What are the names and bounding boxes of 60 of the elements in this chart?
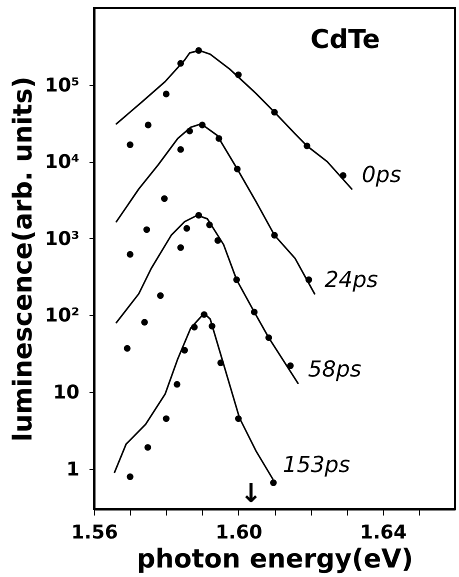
point xyxy=(305,276,312,284)
point xyxy=(124,345,131,352)
point xyxy=(340,172,346,179)
point xyxy=(217,359,224,366)
x-tick-label: 1.56 xyxy=(71,522,118,544)
point xyxy=(126,251,134,258)
point xyxy=(195,47,202,54)
point xyxy=(183,225,190,232)
point xyxy=(181,346,188,354)
point xyxy=(177,244,184,251)
series-label: 153ps xyxy=(282,452,350,478)
point xyxy=(177,60,184,67)
text: CdTe xyxy=(310,25,380,55)
point xyxy=(271,108,278,116)
point xyxy=(162,90,170,98)
point xyxy=(287,362,294,370)
point xyxy=(141,318,148,326)
series-label: 24ps xyxy=(324,268,378,293)
point xyxy=(144,122,152,128)
point xyxy=(235,71,242,78)
point xyxy=(235,415,242,422)
y-tick-label: 10² xyxy=(44,304,80,327)
point xyxy=(250,308,258,316)
point xyxy=(186,128,194,134)
y-tick-label: 10⁴ xyxy=(44,151,80,174)
y-tick-label: 10 xyxy=(53,382,80,404)
annotation: ↓ xyxy=(240,479,262,509)
point xyxy=(234,166,241,172)
point xyxy=(271,232,278,239)
point xyxy=(126,473,134,480)
point xyxy=(157,292,164,299)
y-tick-label: 10³ xyxy=(44,228,80,250)
y-tick-label: 10⁵ xyxy=(44,74,80,96)
series-label: 0ps xyxy=(362,163,402,188)
point xyxy=(144,444,152,451)
x-tick-label: 1.60 xyxy=(215,522,262,544)
point xyxy=(177,146,184,153)
point xyxy=(191,324,198,330)
series-label: 58ps xyxy=(308,357,362,382)
point xyxy=(304,142,310,150)
point xyxy=(206,222,213,228)
point xyxy=(161,195,168,202)
y-tick-label: 1 xyxy=(66,458,80,480)
point xyxy=(216,135,222,142)
x-tick-label: 1.64 xyxy=(360,522,407,544)
point xyxy=(198,122,206,128)
point xyxy=(265,334,272,342)
point xyxy=(233,276,240,284)
point xyxy=(270,479,277,486)
point xyxy=(162,415,170,422)
point xyxy=(143,226,150,234)
line-series xyxy=(116,123,316,295)
point xyxy=(200,311,208,318)
point xyxy=(174,380,180,388)
y-axis-title: luminescence(arb. units) xyxy=(8,76,39,442)
point xyxy=(214,237,222,244)
point xyxy=(126,141,134,148)
x-axis-title: photon energy(eV) xyxy=(136,544,414,574)
point xyxy=(195,212,202,219)
point xyxy=(208,322,216,330)
